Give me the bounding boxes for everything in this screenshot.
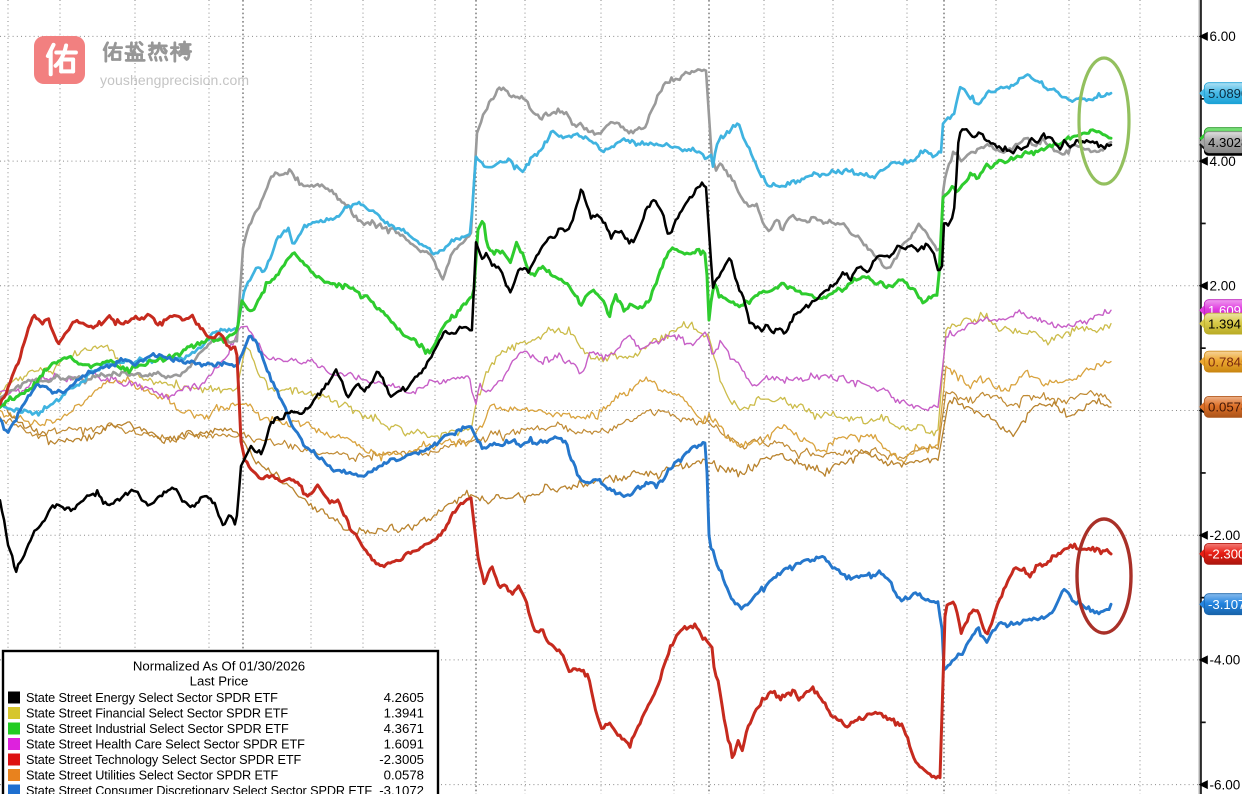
svg-text:0.0578: 0.0578 [384, 768, 424, 783]
svg-text:4.00: 4.00 [1210, 154, 1236, 169]
svg-text:1.394: 1.394 [1208, 316, 1241, 331]
svg-text:1.3941: 1.3941 [384, 706, 424, 721]
svg-text:0.0578: 0.0578 [1208, 400, 1242, 415]
svg-text:State Street Industrial Select: State Street Industrial Select Sector SP… [26, 722, 289, 736]
svg-text:-2.00: -2.00 [1210, 528, 1241, 543]
svg-text:6.00: 6.00 [1210, 29, 1236, 44]
svg-text:Last Price: Last Price [190, 674, 249, 689]
svg-text:4.3028: 4.3028 [1208, 135, 1242, 150]
svg-text:State Street Utilities Select: State Street Utilities Select Sector SPD… [26, 769, 279, 783]
svg-text:4.3671: 4.3671 [384, 721, 424, 736]
svg-text:2.00: 2.00 [1210, 279, 1236, 294]
svg-text:-2.300: -2.300 [1208, 547, 1242, 562]
svg-text:youshengprecision.com: youshengprecision.com [100, 72, 249, 88]
svg-text:-3.1072: -3.1072 [1208, 597, 1242, 612]
svg-text:4.2605: 4.2605 [384, 690, 424, 705]
svg-text:State Street Energy Select Sec: State Street Energy Select Sector SPDR E… [26, 691, 278, 705]
svg-text:Normalized As Of 01/30/2026: Normalized As Of 01/30/2026 [133, 659, 305, 674]
svg-text:1.6091: 1.6091 [384, 737, 424, 752]
svg-text:State Street Technology Select: State Street Technology Select Sector SP… [26, 753, 301, 767]
svg-text:State Street Consumer Discreti: State Street Consumer Discretionary Sele… [26, 784, 372, 794]
svg-text:State Street Health Care Selec: State Street Health Care Select Sector S… [26, 738, 305, 752]
svg-text:5.0890: 5.0890 [1208, 86, 1242, 101]
svg-text:0.7845: 0.7845 [1208, 354, 1242, 369]
svg-text:State Street Financial Select: State Street Financial Select Sector SPD… [26, 707, 288, 721]
svg-text:-2.3005: -2.3005 [379, 752, 424, 767]
svg-text:-4.00: -4.00 [1210, 653, 1241, 668]
svg-text:-3.1072: -3.1072 [379, 783, 424, 794]
svg-text:-6.00: -6.00 [1210, 777, 1241, 792]
